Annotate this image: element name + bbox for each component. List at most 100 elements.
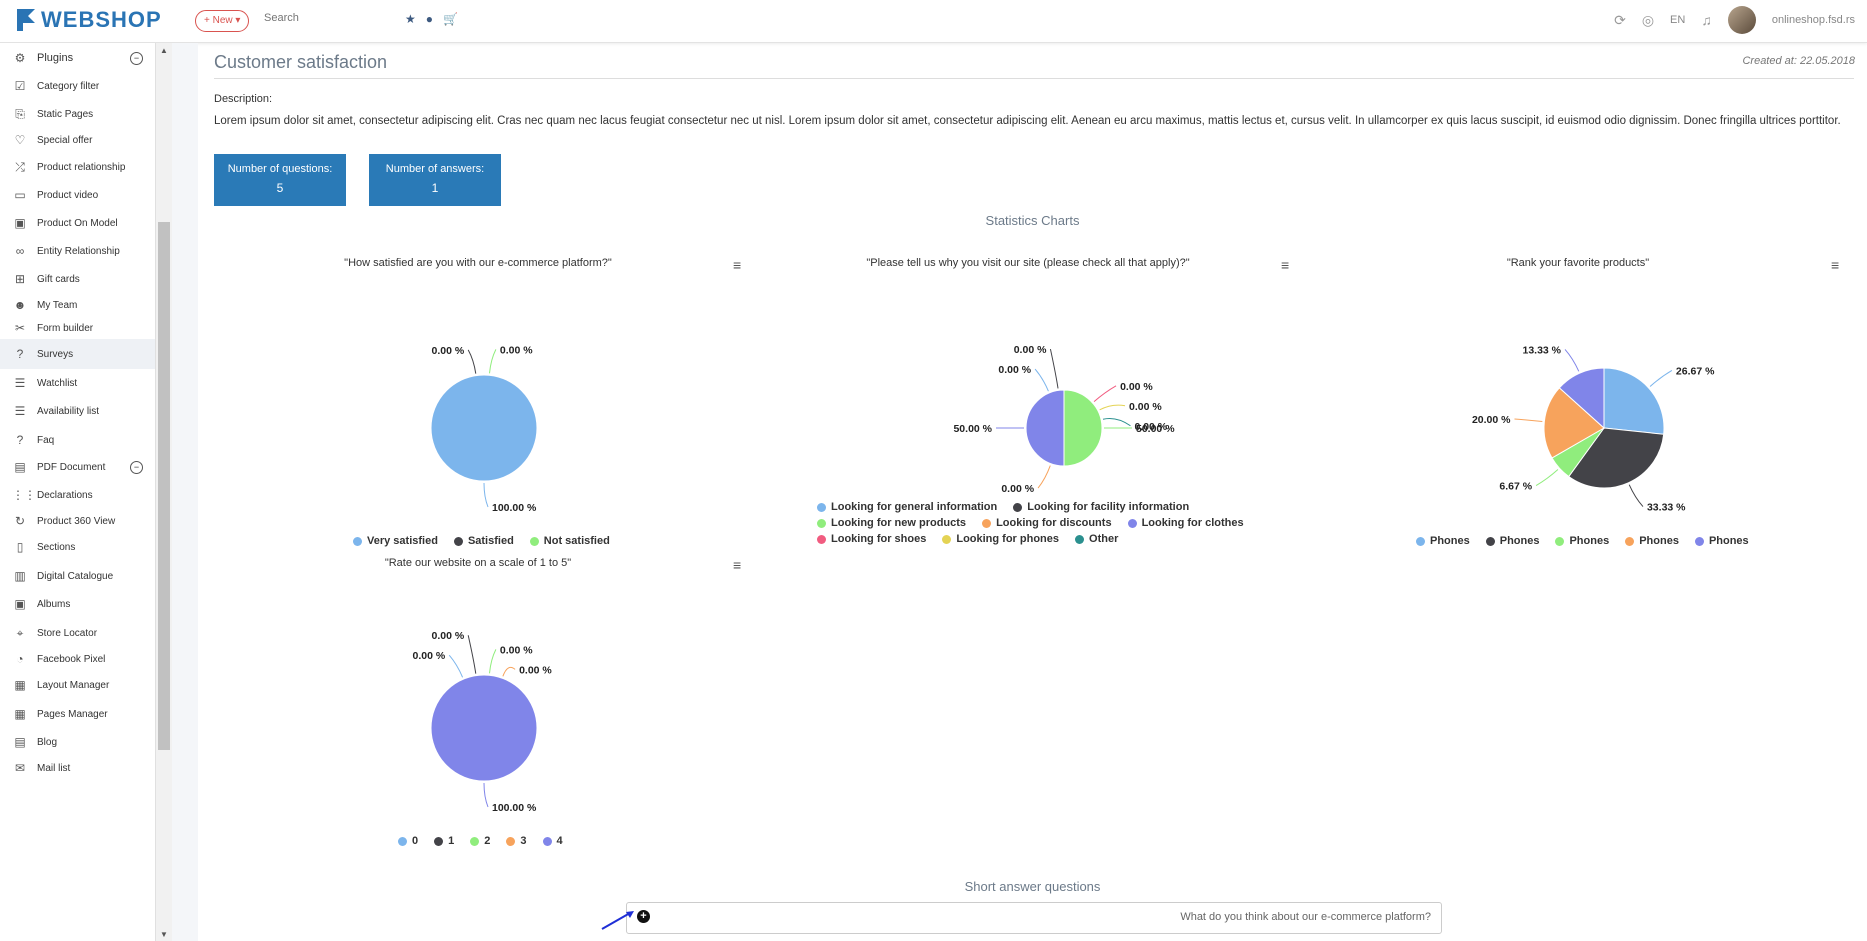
sidebar-item-label: Albums xyxy=(37,598,71,610)
search-input[interactable] xyxy=(262,11,406,25)
mobile-icon: ▯ xyxy=(16,540,24,554)
charts-heading: Statistics Charts xyxy=(985,213,1080,228)
sidebar-item-product-360-view[interactable]: ↻ Product 360 View xyxy=(0,506,155,536)
sidebar-item-label: Entity Relationship xyxy=(37,245,120,257)
user-name[interactable]: onlineshop.fsd.rs xyxy=(1771,14,1855,26)
sidebar-item-static-pages[interactable]: ⎘ Static Pages xyxy=(0,99,155,129)
data-label-connector xyxy=(483,782,489,808)
map-pin-icon: ⌖ xyxy=(16,625,24,640)
sidebar-item-digital-catalogue[interactable]: ▥ Digital Catalogue xyxy=(0,561,155,591)
sidebar-item-label: Faq xyxy=(37,434,55,446)
list-icon: ☰ xyxy=(14,404,26,418)
sidebar-item-product-on-model[interactable]: ▣ Product On Model xyxy=(0,208,155,238)
logo[interactable]: WEBSHOP xyxy=(15,7,162,33)
short-answer-question[interactable]: + What do you think about our e-commerce… xyxy=(626,902,1442,934)
questions-count-box: Number of questions: 5 xyxy=(214,154,346,206)
sidebar-item-label: Plugins xyxy=(37,52,74,64)
checkbox-icon: ☑ xyxy=(14,79,26,93)
sidebar-item-product-video[interactable]: ▭ Product video xyxy=(0,180,155,210)
cart-icon[interactable]: 🛒 xyxy=(443,12,458,26)
sidebar-item-watchlist[interactable]: ☰ Watchlist xyxy=(0,368,155,398)
data-label-connector xyxy=(1093,385,1117,402)
scroll-up-icon[interactable]: ▲ xyxy=(160,46,168,55)
star-icon[interactable]: ★ xyxy=(405,12,416,26)
main-content: Customer satisfaction Created at: 22.05.… xyxy=(198,43,1867,941)
user-icon[interactable]: ● xyxy=(425,12,434,26)
legend-item[interactable]: Other xyxy=(1075,533,1118,545)
legend-item[interactable]: Looking for shoes xyxy=(817,533,926,545)
legend-item[interactable]: Phones xyxy=(1694,535,1749,547)
language-selector[interactable]: EN xyxy=(1670,14,1686,26)
sidebar-item-plugins[interactable]: ⚙ Plugins − xyxy=(0,43,155,73)
created-date: Created at: 22.05.2018 xyxy=(1742,55,1855,67)
legend-item[interactable]: Looking for facility information xyxy=(1013,501,1189,513)
legend-label: 3 xyxy=(520,835,527,847)
sidebar-item-facebook-pixel[interactable]: ◔ Facebook Pixel xyxy=(0,644,155,674)
sidebar-item-gift-cards[interactable]: ⊞ Gift cards xyxy=(0,264,155,294)
sidebar-item-layout-manager[interactable]: ▦ Layout Manager xyxy=(0,670,155,700)
legend-item[interactable]: Looking for general information xyxy=(817,501,997,513)
legend-label: 2 xyxy=(484,835,491,847)
sidebar-item-faq[interactable]: ? Faq xyxy=(0,425,155,455)
legend-item[interactable]: Looking for clothes xyxy=(1127,517,1244,529)
legend-item[interactable]: 1 xyxy=(434,835,454,847)
legend-item[interactable]: 4 xyxy=(542,835,563,847)
legend-item[interactable]: 3 xyxy=(506,835,527,847)
legend-item[interactable]: 2 xyxy=(470,835,490,847)
legend-label: 0 xyxy=(412,835,419,847)
legend-item[interactable]: 0 xyxy=(398,835,418,847)
scroll-down-icon[interactable]: ▼ xyxy=(160,930,168,939)
chart-menu-icon[interactable]: ≡ xyxy=(733,257,742,273)
sidebar-item-declarations[interactable]: ⋮⋮ Declarations xyxy=(0,480,155,510)
chart-favorite-products: "Rank your favorite products" ≡ 26.67 % 3… xyxy=(1298,243,1858,547)
sidebar-item-pdf-document[interactable]: ▤ PDF Document − xyxy=(0,452,155,482)
sidebar-item-form-builder[interactable]: ✂ Form builder xyxy=(0,313,155,343)
data-label-connector xyxy=(1099,404,1126,411)
sidebar-item-sections[interactable]: ▯ Sections xyxy=(0,532,155,562)
legend-item[interactable]: Not satisfied xyxy=(529,535,610,547)
sidebar-item-albums[interactable]: ▣ Albums xyxy=(0,589,155,619)
data-label-connector xyxy=(467,349,477,374)
collapse-icon[interactable]: − xyxy=(130,460,143,474)
legend-item[interactable]: Very satisfied xyxy=(353,535,438,547)
legend-item[interactable]: Phones xyxy=(1416,535,1470,547)
legend-item[interactable]: Looking for discounts xyxy=(982,517,1112,529)
chart-menu-icon[interactable]: ≡ xyxy=(733,557,742,573)
legend-item[interactable]: Looking for new products xyxy=(817,517,966,529)
sidebar-item-category-filter[interactable]: ☑ Category filter xyxy=(0,71,155,101)
data-label: 26.67 % xyxy=(1676,365,1715,377)
bell-icon[interactable]: ♫ xyxy=(1701,12,1712,28)
expand-plus-icon[interactable]: + xyxy=(637,910,650,923)
collapse-icon[interactable]: − xyxy=(130,51,143,65)
chart-menu-icon[interactable]: ≡ xyxy=(1831,257,1840,273)
sidebar-item-availability-list[interactable]: ☰ Availability list xyxy=(0,396,155,426)
sidebar-item-mail-list[interactable]: ✉ Mail list xyxy=(0,753,155,783)
legend-item[interactable]: Looking for phones xyxy=(942,533,1059,545)
pie-slice xyxy=(1558,367,1605,430)
layout-icon: ▦ xyxy=(14,707,26,721)
sidebar-item-store-locator[interactable]: ⌖ Store Locator xyxy=(0,618,155,648)
chart-menu-icon[interactable]: ≡ xyxy=(1281,257,1290,273)
sidebar-item-special-offer[interactable]: ♡ Special offer xyxy=(0,125,155,155)
new-button[interactable]: + New ▾ xyxy=(195,10,250,32)
sidebar-item-surveys[interactable]: ? Surveys xyxy=(0,339,155,369)
sidebar-item-my-team[interactable]: ☻ My Team xyxy=(0,290,155,320)
legend-item[interactable]: Phones xyxy=(1485,535,1539,547)
sidebar-item-pages-manager[interactable]: ▦ Pages Manager xyxy=(0,699,155,729)
avatar[interactable] xyxy=(1727,6,1756,34)
legend-dot-icon xyxy=(470,836,480,846)
refresh-icon[interactable]: ⟳ xyxy=(1614,11,1626,28)
globe-icon[interactable]: ◎ xyxy=(1641,11,1655,28)
legend-label: Satisfied xyxy=(467,535,514,547)
sidebar-item-product-relationship[interactable]: ⤮ Product relationship xyxy=(0,152,155,182)
sidebar-item-entity-relationship[interactable]: ∞ Entity Relationship xyxy=(0,236,155,266)
chart-visit-reasons: "Please tell us why you visit our site (… xyxy=(748,243,1308,563)
sidebar-scroll-thumb[interactable] xyxy=(158,222,170,750)
questions-label: Number of questions: xyxy=(227,163,333,175)
sidebar-item-label: Surveys xyxy=(37,348,74,360)
legend-label: 4 xyxy=(556,835,563,847)
legend-item[interactable]: Phones xyxy=(1555,535,1609,547)
legend-item[interactable]: Satisfied xyxy=(453,535,514,547)
sidebar-item-blog[interactable]: ▤ Blog xyxy=(0,727,155,757)
legend-item[interactable]: Phones xyxy=(1625,535,1679,547)
